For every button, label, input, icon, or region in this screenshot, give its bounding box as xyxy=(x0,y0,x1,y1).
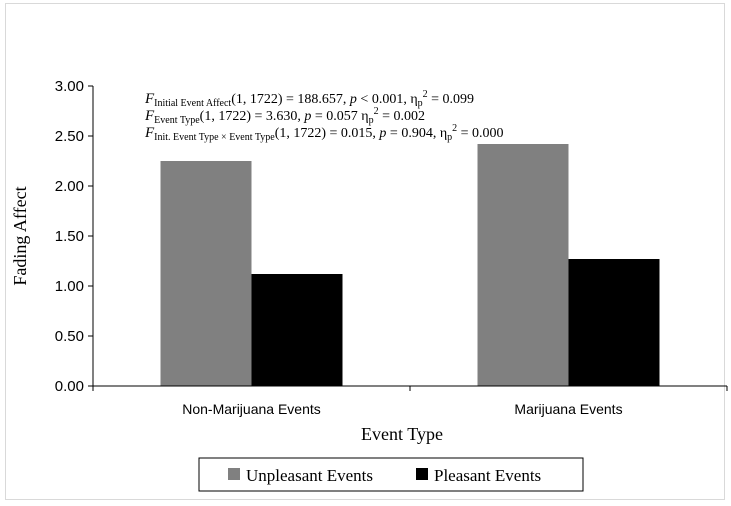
stat-part: 2 xyxy=(374,106,379,117)
stat-part: = 0.002 xyxy=(379,109,425,124)
legend-swatch-unpleasant xyxy=(228,468,240,480)
bar-pleasant-marijuana xyxy=(568,259,660,386)
y-tick-label: 3.00 xyxy=(55,78,84,95)
stat-part: (1, 1722) = 0.015, xyxy=(275,126,380,141)
statistics-annotation: FInitial Event Affect(1, 1722) = 188.657… xyxy=(144,89,504,143)
stat-part: = 0.099 xyxy=(428,92,474,107)
bar-unpleasant-non-marijuana xyxy=(160,161,252,386)
x-axis: Non-Marijuana Events Marijuana Events xyxy=(92,385,728,417)
stat-part: (1, 1722) = 3.630, xyxy=(200,109,305,124)
legend-label: Unpleasant Events xyxy=(246,466,373,485)
stat-part: p xyxy=(369,115,374,126)
bar-unpleasant-marijuana xyxy=(477,144,569,386)
y-axis: 0.00 0.50 1.00 1.50 2.00 2.50 3.00 xyxy=(55,78,94,395)
stat-part: Init. Event Type × Event Type xyxy=(154,132,275,143)
bars xyxy=(160,144,660,386)
y-tick-label: 1.50 xyxy=(55,228,84,245)
stat-part: F xyxy=(144,108,155,124)
stat-line: FInit. Event Type × Event Type(1, 1722) … xyxy=(144,123,504,143)
stat-part: p xyxy=(378,126,386,141)
legend: Unpleasant Events Pleasant Events xyxy=(198,457,584,492)
y-tick-label: 0.00 xyxy=(55,378,84,395)
y-axis-label: Fading Affect xyxy=(10,186,30,285)
x-category-label: Non-Marijuana Events xyxy=(182,401,321,417)
y-tick-label: 0.50 xyxy=(55,328,84,345)
chart-frame xyxy=(5,3,725,500)
stat-part: (1, 1722) = 188.657, xyxy=(231,92,350,107)
stat-part: < 0.001, η xyxy=(357,92,418,107)
stat-part: = 0.904, η xyxy=(386,126,447,141)
bar-pleasant-non-marijuana xyxy=(251,274,343,386)
x-axis-label: Event Type xyxy=(361,424,443,444)
legend-box xyxy=(198,457,584,492)
y-tick-label: 1.00 xyxy=(55,278,84,295)
stat-line: FInitial Event Affect(1, 1722) = 188.657… xyxy=(144,89,474,109)
stat-part: Event Type xyxy=(154,115,200,126)
stat-part: F xyxy=(144,91,155,107)
x-category-label: Marijuana Events xyxy=(514,401,622,417)
y-tick-label: 2.00 xyxy=(55,178,84,195)
stat-part: Initial Event Affect xyxy=(154,98,231,109)
legend-label: Pleasant Events xyxy=(434,466,541,485)
stat-line: FEvent Type(1, 1722) = 3.630, p = 0.057 … xyxy=(144,106,425,126)
y-tick-label: 2.50 xyxy=(55,128,84,145)
legend-swatch-pleasant xyxy=(416,468,428,480)
stat-part: = 0.057 η xyxy=(311,109,368,124)
stat-part: F xyxy=(144,125,155,141)
stat-part: = 0.000 xyxy=(457,126,503,141)
stat-part: p xyxy=(349,92,357,107)
stat-part: 2 xyxy=(423,89,428,100)
stat-part: 2 xyxy=(452,123,457,134)
stat-part: p xyxy=(418,98,423,109)
stat-part: p xyxy=(303,109,311,124)
stat-part: p xyxy=(447,132,452,143)
